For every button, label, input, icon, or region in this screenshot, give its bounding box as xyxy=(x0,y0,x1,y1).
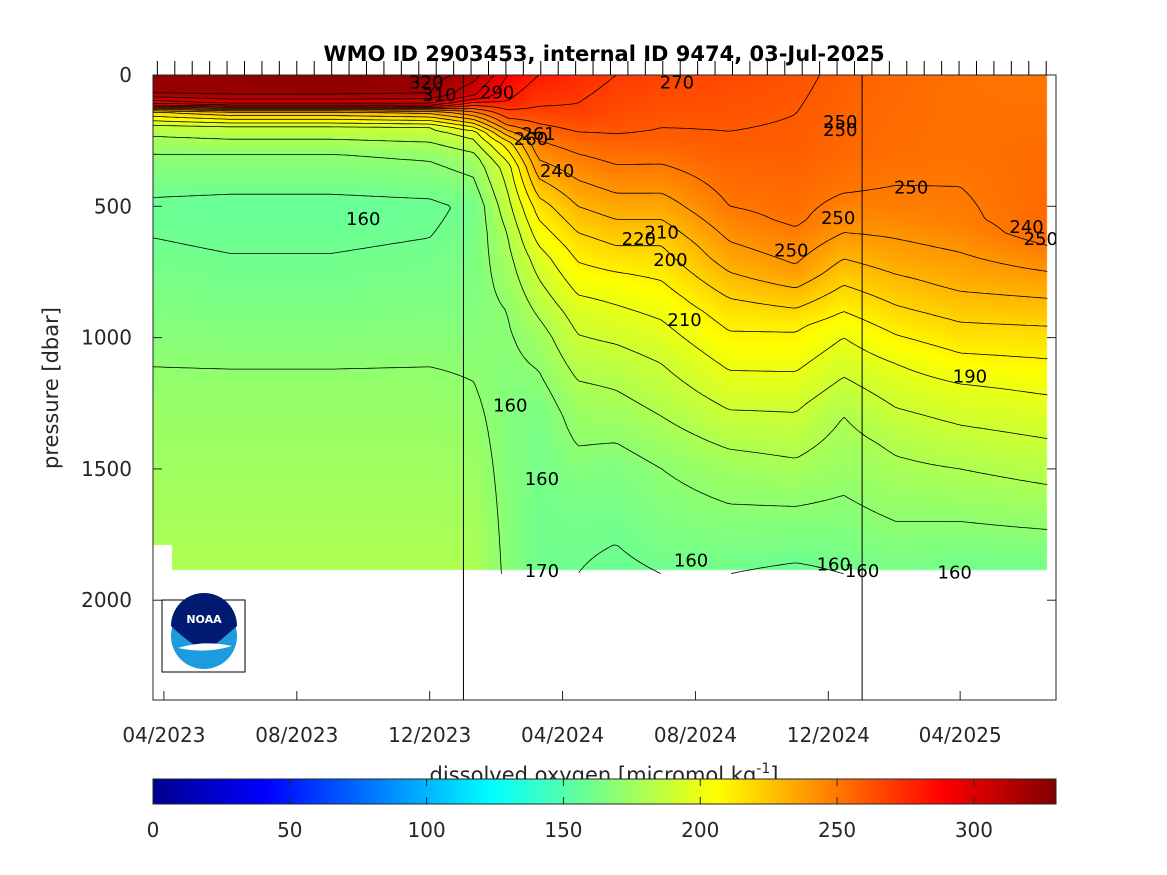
contour-label: 170 xyxy=(525,561,559,582)
contour-label: 200 xyxy=(653,250,687,271)
x-tick-label: 12/2023 xyxy=(388,723,471,747)
chart-title: WMO ID 2903453, internal ID 9474, 03-Jul… xyxy=(323,42,884,66)
contour-label: 250 xyxy=(823,112,857,133)
contour-310 xyxy=(153,75,481,100)
x-tick-label: 04/2025 xyxy=(919,723,1002,747)
y-tick-label: 1500 xyxy=(81,457,132,481)
contour-label: 160 xyxy=(938,562,972,583)
contour-220 xyxy=(153,111,1048,327)
contour-label: 160 xyxy=(817,554,851,575)
colorbar-tick-label: 150 xyxy=(544,818,582,842)
contour-label: 160 xyxy=(845,561,879,582)
y-axis: 0 500 1000 1500 2000 xyxy=(81,63,1056,612)
contour-label: 160 xyxy=(346,209,380,230)
colorbar-tick-label: 200 xyxy=(681,818,719,842)
contour-260 xyxy=(153,75,820,134)
y-tick-label: 0 xyxy=(119,63,132,87)
contour-label: 261 xyxy=(521,124,555,145)
contour-label: 250 xyxy=(821,208,855,229)
colorbar-tick-label: 250 xyxy=(818,818,856,842)
contour-label: 320 xyxy=(409,73,443,94)
x-tick-label: 12/2024 xyxy=(787,723,870,747)
contour-label: 250 xyxy=(774,241,808,262)
contour-label: 240 xyxy=(1009,217,1043,238)
contour-200 xyxy=(153,120,1048,396)
axes-frame xyxy=(152,74,1057,701)
colorbar-tick-label: 300 xyxy=(955,818,993,842)
contour-label: 270 xyxy=(660,73,694,94)
colorbar xyxy=(152,778,1057,805)
contour-label: 250 xyxy=(823,120,857,141)
contour-label: 210 xyxy=(667,310,701,331)
contour-170 xyxy=(153,153,1048,574)
top-tick-marks xyxy=(156,61,1047,75)
colorbar-tick-label: 50 xyxy=(277,818,302,842)
x-tick-label: 04/2023 xyxy=(122,723,205,747)
noaa-logo: NOAA xyxy=(161,593,246,673)
contour-240 xyxy=(153,109,1048,272)
logo-bird-icon xyxy=(171,593,237,646)
contour-280 xyxy=(153,75,540,107)
x-tick-label: 08/2024 xyxy=(654,723,737,747)
contour-label: 220 xyxy=(622,229,656,250)
colorbar-ticks: 0 50 100 150 200 250 300 xyxy=(147,779,993,842)
contour-label: 250 xyxy=(894,178,928,199)
contour-210 xyxy=(153,115,1048,360)
contour-290 xyxy=(153,75,508,106)
colorbar-tick-label: 0 xyxy=(147,818,160,842)
contour-label: 310 xyxy=(422,85,456,106)
contour-230 xyxy=(153,110,1048,299)
contour-label: 240 xyxy=(540,161,574,182)
contour-label: 290 xyxy=(480,82,514,103)
y-tick-label: 2000 xyxy=(81,588,132,612)
contour-180 xyxy=(153,135,1048,485)
contour-label: 260 xyxy=(514,129,548,150)
y-axis-label: pressure [dbar] xyxy=(39,307,63,469)
contour-label: 250 xyxy=(1024,229,1058,250)
year-lines xyxy=(462,75,863,700)
y-tick-label: 500 xyxy=(94,194,132,218)
contour-190 xyxy=(153,124,1048,439)
contour-300 xyxy=(153,75,494,104)
x-tick-label: 08/2023 xyxy=(255,723,338,747)
contour-label: 210 xyxy=(645,222,679,243)
contour-320 xyxy=(153,75,452,95)
contour-label: 160 xyxy=(493,396,527,417)
contour-lines xyxy=(153,75,1048,575)
x-tick-label: 04/2024 xyxy=(521,723,604,747)
y-tick-label: 1000 xyxy=(81,326,132,350)
contour-label: 160 xyxy=(525,469,559,490)
logo-text: NOAA xyxy=(186,613,222,626)
contour-label: 190 xyxy=(953,367,987,388)
contour-270 xyxy=(153,75,618,110)
contour-250 xyxy=(153,108,1048,246)
colorbar-tick-label: 100 xyxy=(408,818,446,842)
x-axis: 04/2023 08/2023 12/2023 04/2024 08/2024 12/20… xyxy=(122,691,1002,747)
contour-label: 160 xyxy=(674,551,708,572)
contour-160 xyxy=(153,193,844,575)
